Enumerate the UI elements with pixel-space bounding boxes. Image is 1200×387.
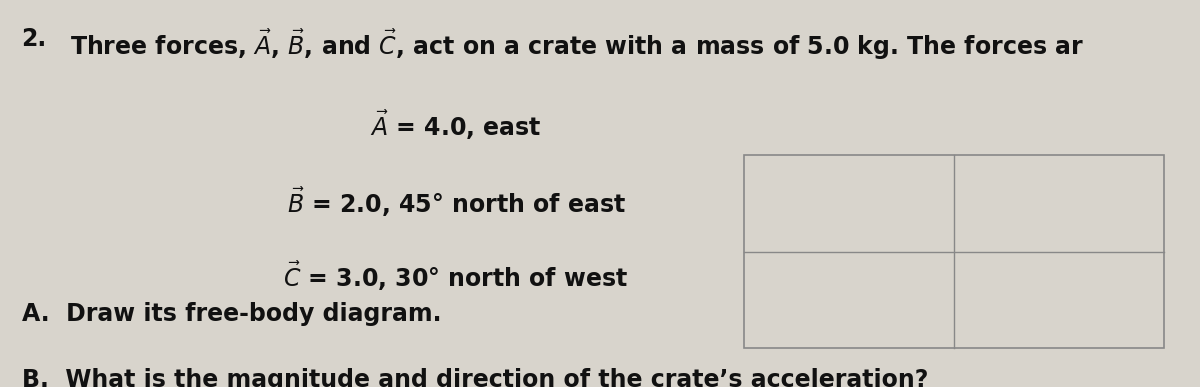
Text: A.  Draw its free-body diagram.: A. Draw its free-body diagram. <box>22 302 442 326</box>
Text: 2.: 2. <box>22 27 47 51</box>
Text: $\vec{B}$ = 2.0, 45° north of east: $\vec{B}$ = 2.0, 45° north of east <box>287 186 625 219</box>
Bar <box>744 155 1164 348</box>
Text: B.  What is the magnitude and direction of the crate’s acceleration?: B. What is the magnitude and direction o… <box>22 368 928 387</box>
Text: $\vec{A}$ = 4.0, east: $\vec{A}$ = 4.0, east <box>371 108 541 142</box>
Text: Three forces, $\vec{A}$, $\vec{B}$, and $\vec{C}$, act on a crate with a mass of: Three forces, $\vec{A}$, $\vec{B}$, and … <box>70 27 1084 62</box>
Text: $\vec{C}$ = 3.0, 30° north of west: $\vec{C}$ = 3.0, 30° north of west <box>283 259 629 293</box>
